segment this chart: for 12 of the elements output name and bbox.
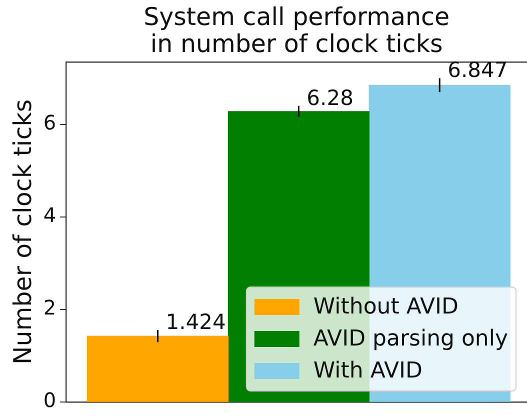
y-tick-label: 6 <box>43 110 56 135</box>
chart-title: System call performance in number of clock ticks <box>144 2 450 58</box>
legend-label: With AVID <box>313 358 422 384</box>
y-tick-label: 4 <box>43 203 56 228</box>
data-label: 6.847 <box>448 58 508 82</box>
legend-label: Without AVID <box>313 294 458 320</box>
y-tick-label: 2 <box>43 296 56 320</box>
data-label: 1.424 <box>166 310 226 334</box>
legend-label: AVID parsing only <box>313 326 508 352</box>
y-axis-title: Number of clock ticks <box>8 99 38 365</box>
data-label: 6.28 <box>306 86 354 110</box>
y-tick-label: 0 <box>43 388 56 412</box>
